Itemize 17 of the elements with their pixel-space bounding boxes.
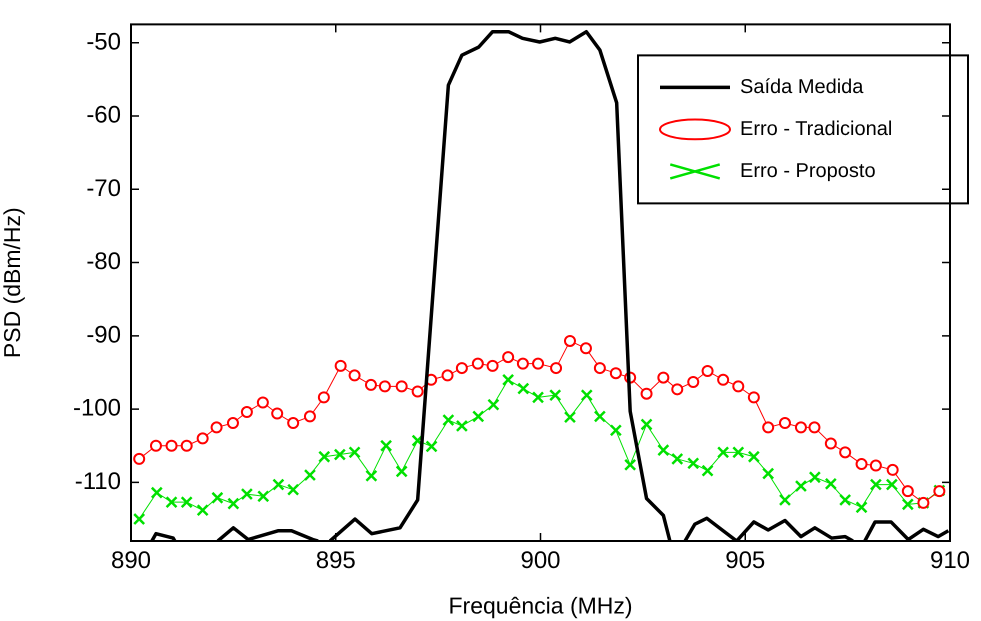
x-tick-label: 910 bbox=[930, 547, 970, 574]
x-axis-title: Frequência (MHz) bbox=[448, 592, 633, 619]
legend-label: Erro - Proposto bbox=[740, 160, 876, 182]
x-tick-label: 900 bbox=[520, 547, 561, 574]
x-tick-label: 890 bbox=[110, 547, 152, 574]
x-tick-label: 905 bbox=[725, 547, 766, 574]
y-tick-label: -60 bbox=[86, 102, 121, 129]
y-tick-label: -50 bbox=[86, 28, 121, 56]
y-axis-title: PSD (dBm/Hz) bbox=[0, 207, 26, 358]
y-tick-label: -70 bbox=[86, 174, 121, 202]
y-tick-label: -110 bbox=[74, 468, 121, 496]
y-tick-label: -90 bbox=[86, 321, 121, 348]
y-tick-label: -100 bbox=[72, 394, 121, 422]
x-tick-label: 895 bbox=[316, 547, 356, 574]
y-tick-label: -80 bbox=[86, 248, 121, 276]
legend-label: Erro - Tradicional bbox=[740, 118, 892, 140]
legend-label: Saída Medida bbox=[740, 76, 864, 98]
